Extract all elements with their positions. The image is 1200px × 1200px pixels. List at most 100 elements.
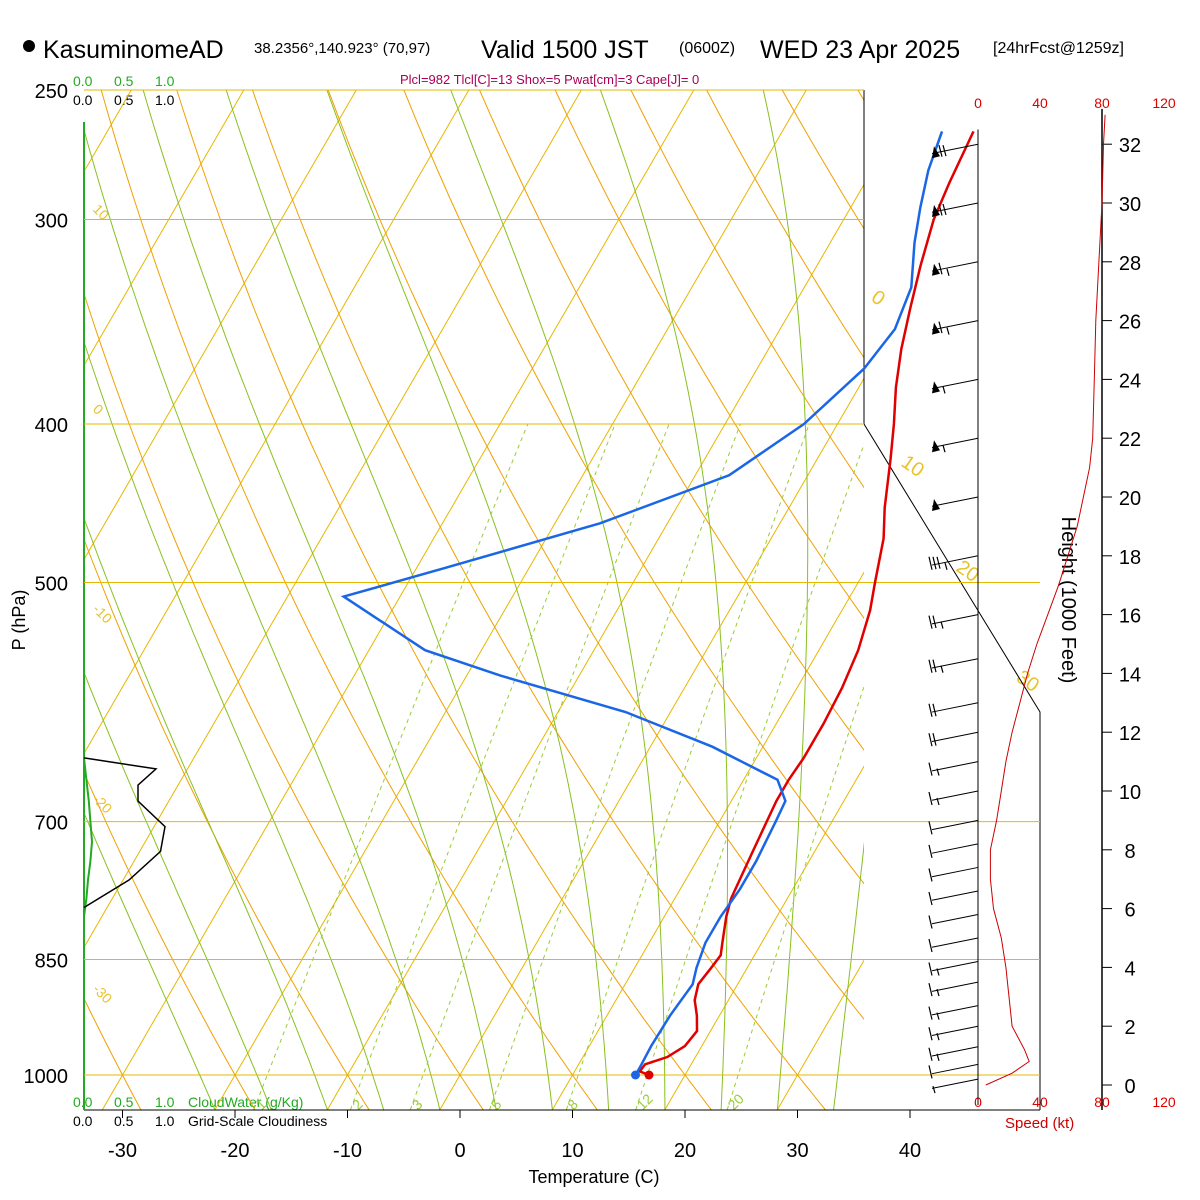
wind-barb-half-flag: [936, 1053, 940, 1061]
mixing-ratio-label: 20: [724, 1090, 746, 1112]
wind-barb: [931, 1078, 979, 1094]
moist-adiabat-line: [84, 340, 385, 1110]
wind-barb: [928, 866, 979, 882]
moist-adiabat-line: [890, 61, 1032, 1110]
pressure-tick-label: 400: [35, 415, 68, 437]
temperature-surface-point: [644, 1070, 654, 1080]
wind-barb-pennant: [932, 146, 940, 159]
wind-barb: [931, 496, 979, 511]
height-tick-label: 30: [1119, 194, 1141, 216]
height-tick-label: 0: [1124, 1076, 1135, 1098]
moist-adiabat-line: [84, 811, 216, 1110]
mixing-ratio-line: [635, 442, 864, 1110]
wind-barb-flag: [932, 703, 937, 717]
frame-right-slant: [863, 423, 1041, 1110]
speed-tick-label-top: 120: [1152, 95, 1176, 111]
isotherm-line: [439, 377, 864, 1110]
wind-barb-staff: [931, 731, 979, 742]
wind-barb-staff: [931, 1046, 979, 1057]
speed-tick-label-top: 40: [1032, 95, 1048, 111]
cloudiness-tick-top: 0.0: [73, 92, 93, 108]
wind-barb-staff: [931, 843, 979, 854]
dry-adiabat-line: [84, 292, 484, 1110]
wind-barb: [928, 614, 979, 629]
isotherm-line: [1002, 90, 1200, 1110]
wind-barb-flag: [932, 659, 937, 673]
cloudiness-ticks-top: 0.0 0.5 1.0: [73, 92, 175, 108]
wind-barb: [931, 378, 979, 394]
wind-barb-flag: [942, 203, 947, 216]
wind-barb-staff: [931, 913, 979, 925]
mixing-ratio-line: [349, 423, 616, 1110]
wind-barb-staff: [931, 614, 979, 625]
wind-barb-flag: [928, 791, 933, 806]
wind-barb-half-flag: [936, 1033, 940, 1041]
x-tick-label: 30: [786, 1140, 808, 1162]
wind-barb-pennant: [932, 381, 940, 394]
wind-barb-half-flag: [936, 768, 940, 776]
wind-barb-half-flag: [932, 1085, 936, 1094]
x-tick-label: 0: [454, 1140, 465, 1162]
wind-barb: [928, 961, 979, 976]
isotherm-line: [84, 90, 582, 949]
cloudwater-tick-bottom: 1.0: [155, 1094, 175, 1110]
wind-barb-staff: [931, 790, 979, 801]
height-tick-label: 6: [1124, 900, 1135, 922]
wind-barb-flag: [928, 556, 933, 570]
cloudwater-tick-top: 0.5: [114, 73, 134, 89]
dry-adiabat-line: [403, 90, 864, 885]
height-tick-label: 22: [1119, 429, 1141, 451]
mixing-ratio-line: [409, 423, 670, 1110]
wind-barb-staff: [931, 961, 979, 972]
wind-barb-half-flag: [946, 268, 950, 276]
cloudiness-tick-bottom: 0.0: [73, 1113, 93, 1129]
dry-adiabat-line: [84, 771, 256, 1110]
isotherm-label: 0: [867, 286, 889, 310]
dry-adiabat-line: [1066, 61, 1200, 1110]
wind-barb-flag: [928, 844, 933, 859]
mixing-ratio-line: [489, 423, 741, 1110]
wind-barb-pennant: [932, 205, 940, 217]
wind-barb-staff: [931, 1063, 979, 1075]
isotherm-line: [101, 90, 695, 1110]
speed-tick-label-top: 80: [1094, 95, 1110, 111]
wind-barb-flag: [938, 203, 943, 216]
moist-adiabat-line: [225, 90, 553, 1110]
x-tick-label: 40: [899, 1140, 921, 1162]
y-axis-title: P (hPa): [9, 590, 29, 651]
mixing-ratio-label: 12: [633, 1090, 655, 1112]
moist-adiabat-line: [84, 516, 328, 1110]
dry-adiabat-line: [327, 90, 864, 1020]
mixing-ratio-line: [726, 684, 864, 1110]
wind-barb-half-flag: [936, 988, 940, 997]
wind-panel: 0246810121416182022242628303200404080801…: [928, 95, 1176, 1110]
speed-tick-label-bottom: 40: [1032, 1094, 1048, 1110]
wind-barb-flag: [932, 615, 937, 629]
pressure-tick-label: 1000: [24, 1066, 69, 1088]
isotherm-line: [776, 959, 864, 1110]
wind-barb: [928, 843, 979, 859]
wind-barb-half-flag: [936, 797, 940, 806]
dry-adiabat-line: [84, 997, 142, 1110]
wind-barb-flag: [928, 962, 933, 976]
wind-barb: [928, 1025, 979, 1041]
cloudiness-tick-top: 1.0: [155, 92, 175, 108]
wind-barb-flag: [928, 1027, 933, 1041]
wind-barb-staff: [931, 1025, 979, 1036]
mixing-ratio-line: [253, 423, 529, 1110]
speed-axis-label: Speed (kt): [1005, 1115, 1074, 1132]
pressure-tick-label: 300: [35, 211, 68, 233]
wind-barb-half-flag: [942, 445, 946, 453]
wind-barb-flag: [928, 915, 933, 929]
wind-barb-pennant: [932, 322, 940, 335]
wind-barb-flag: [928, 1006, 933, 1020]
cloudiness-tick-bottom: 0.5: [114, 1113, 134, 1129]
isotherm-label: -10: [90, 601, 116, 627]
speed-tick-label-top: 0: [974, 95, 982, 111]
height-tick-label: 32: [1119, 135, 1141, 157]
wind-barb-staff: [931, 658, 979, 669]
wind-barb-pennant: [932, 499, 940, 511]
moist-adiabat-line: [599, 90, 728, 1110]
moist-adiabat-line: [326, 90, 610, 1110]
